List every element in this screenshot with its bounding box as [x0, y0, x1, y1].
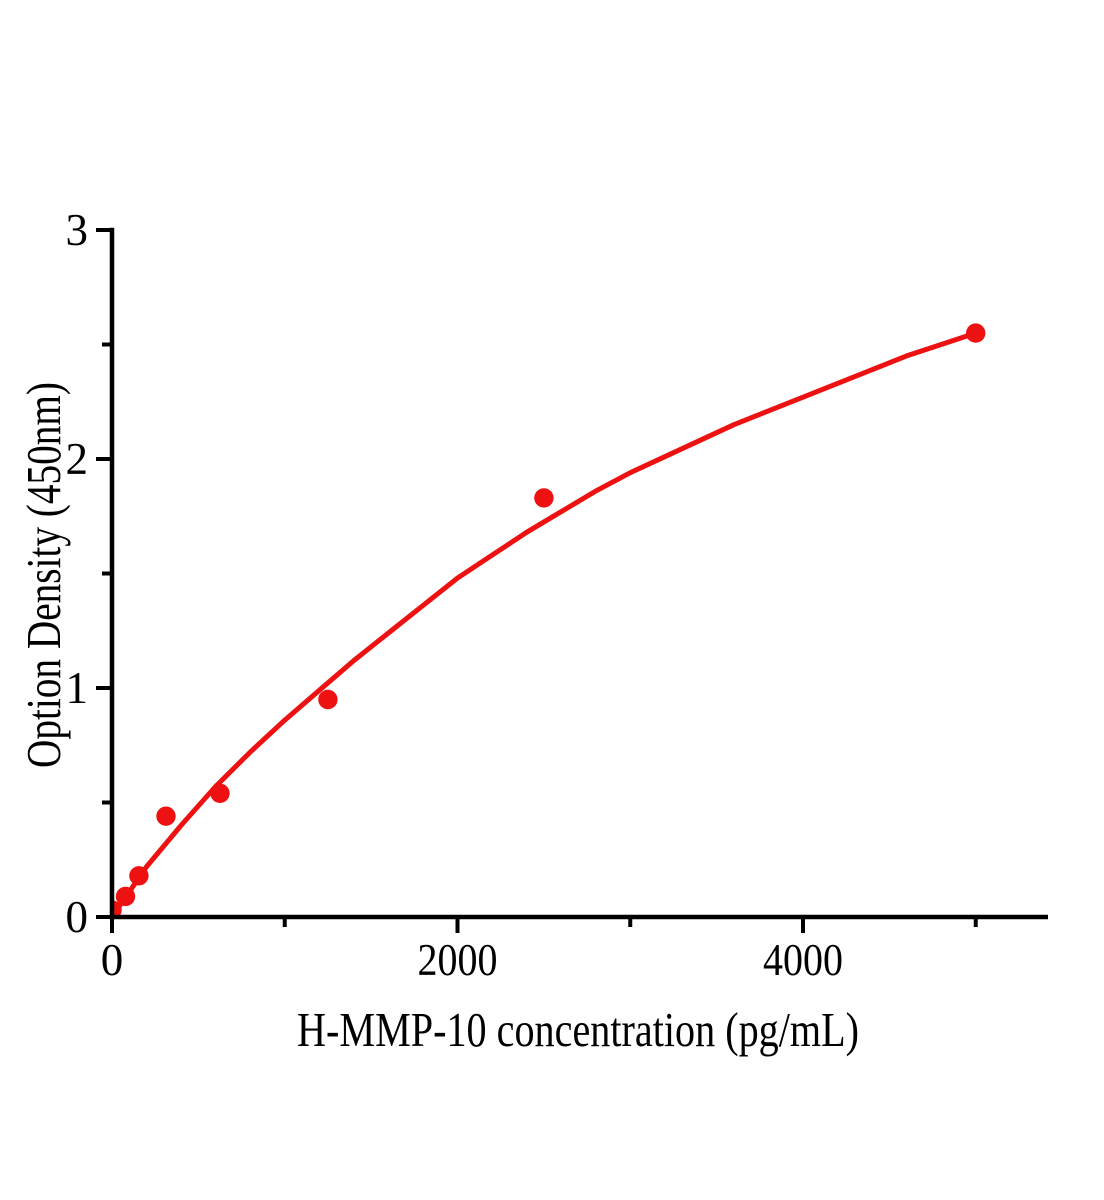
tick-labels-layer: 0 2000 4000 0 1 2 3 [66, 205, 844, 985]
y-tick-label: 3 [66, 205, 89, 255]
y-tick-label: 0 [66, 892, 89, 942]
x-axis-title: H-MMP-10 concentration (pg/mL) [297, 1002, 859, 1057]
data-point [129, 866, 149, 886]
series-layer [110, 323, 986, 919]
axes-layer [96, 227, 1048, 933]
data-point [156, 806, 176, 826]
y-tick-label: 2 [66, 434, 89, 484]
y-tick-label: 1 [66, 663, 89, 713]
data-point [318, 689, 338, 710]
data-point [534, 488, 554, 508]
data-point [115, 886, 136, 907]
data-point [210, 783, 230, 803]
x-tick-label: 0 [101, 935, 124, 985]
x-tick-label: 2000 [418, 935, 498, 985]
fit-curve [110, 330, 979, 919]
data-point [966, 323, 986, 343]
x-tick-label: 4000 [763, 935, 843, 985]
y-axis-title: Option Density (450nm) [16, 382, 71, 768]
